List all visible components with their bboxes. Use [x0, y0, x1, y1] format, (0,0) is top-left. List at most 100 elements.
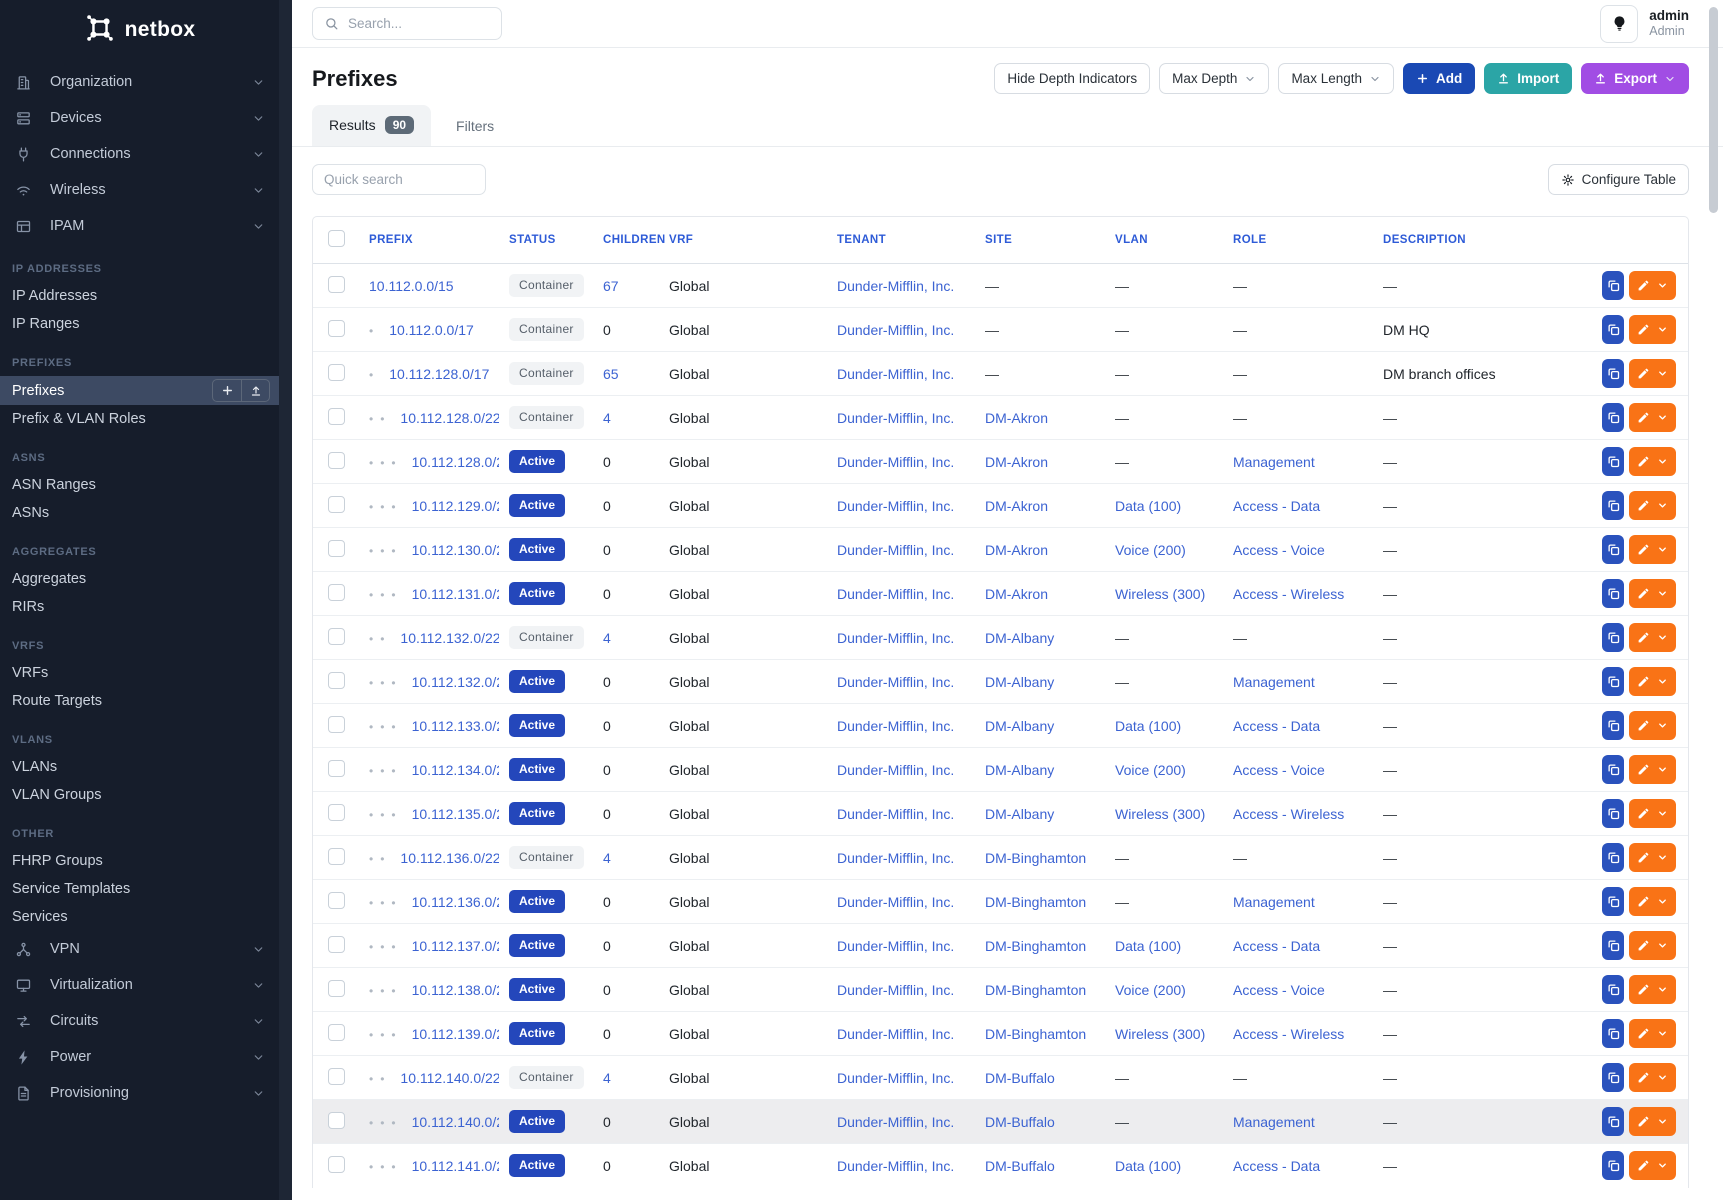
row-clone-button[interactable] — [1602, 271, 1624, 300]
row-clone-button[interactable] — [1602, 667, 1624, 696]
site-link[interactable]: DM-Binghamton — [985, 981, 1087, 998]
add-button[interactable]: Add — [1402, 63, 1476, 94]
site-link[interactable]: DM-Akron — [985, 585, 1049, 602]
prefix-link[interactable]: 10.112.138.0/24 — [411, 981, 499, 998]
row-edit-button[interactable] — [1629, 711, 1676, 740]
col-header-site[interactable]: SITE — [975, 217, 1105, 264]
site-link[interactable]: DM-Buffalo — [985, 1069, 1055, 1086]
configure-table-button[interactable]: Configure Table — [1547, 164, 1689, 195]
sidebar-menu-circuits[interactable]: Circuits — [0, 1003, 279, 1039]
row-checkbox[interactable] — [328, 627, 345, 645]
row-checkbox[interactable] — [328, 407, 345, 425]
tenant-link[interactable]: Dunder-Mifflin, Inc. — [837, 277, 955, 294]
row-checkbox[interactable] — [328, 1111, 345, 1129]
row-edit-button[interactable] — [1629, 799, 1676, 828]
col-header-vrf[interactable]: VRF — [659, 217, 827, 264]
quick-search-input[interactable] — [312, 164, 486, 195]
netbox-logo[interactable]: netbox — [0, 4, 279, 56]
row-clone-button[interactable] — [1602, 887, 1624, 916]
sidebar-quick-add-button[interactable] — [213, 380, 241, 401]
site-link[interactable]: DM-Akron — [985, 409, 1049, 426]
prefix-link[interactable]: 10.112.128.0/17 — [389, 365, 490, 382]
row-clone-button[interactable] — [1602, 931, 1624, 960]
row-edit-button[interactable] — [1629, 315, 1676, 344]
row-edit-button[interactable] — [1629, 887, 1676, 916]
row-edit-button[interactable] — [1629, 975, 1676, 1004]
children-count-link[interactable]: 4 — [603, 1069, 611, 1086]
children-count-link[interactable]: 67 — [603, 277, 619, 294]
prefix-link[interactable]: 10.112.133.0/24 — [411, 717, 499, 734]
site-link[interactable]: DM-Binghamton — [985, 849, 1087, 866]
row-checkbox[interactable] — [328, 979, 345, 997]
children-count-link[interactable]: 4 — [603, 629, 611, 646]
row-edit-button[interactable] — [1629, 1107, 1676, 1136]
tenant-link[interactable]: Dunder-Mifflin, Inc. — [837, 1113, 955, 1130]
role-link[interactable]: Access - Data — [1233, 497, 1321, 514]
row-checkbox[interactable] — [328, 803, 345, 821]
sidebar-menu-power[interactable]: Power — [0, 1039, 279, 1075]
row-checkbox[interactable] — [328, 319, 345, 337]
tenant-link[interactable]: Dunder-Mifflin, Inc. — [837, 1069, 955, 1086]
row-clone-button[interactable] — [1602, 711, 1624, 740]
sidebar-menu-organization[interactable]: Organization — [0, 64, 279, 100]
row-checkbox[interactable] — [328, 583, 345, 601]
tenant-link[interactable]: Dunder-Mifflin, Inc. — [837, 629, 955, 646]
role-link[interactable]: Access - Data — [1233, 1157, 1321, 1174]
row-checkbox[interactable] — [328, 1067, 345, 1085]
vertical-scrollbar[interactable] — [1709, 7, 1718, 213]
row-clone-button[interactable] — [1602, 1151, 1624, 1181]
row-edit-button[interactable] — [1629, 1151, 1676, 1181]
tab-filters[interactable]: Filters — [456, 118, 495, 134]
vlan-link[interactable]: Voice (200) — [1115, 981, 1186, 998]
role-link[interactable]: Access - Voice — [1233, 981, 1325, 998]
site-link[interactable]: DM-Akron — [985, 497, 1049, 514]
site-link[interactable]: DM-Albany — [985, 629, 1055, 646]
col-header-children[interactable]: CHILDREN — [593, 217, 665, 264]
col-header-tenant[interactable]: TENANT — [827, 217, 975, 264]
tenant-link[interactable]: Dunder-Mifflin, Inc. — [837, 409, 955, 426]
role-link[interactable]: Management — [1233, 893, 1315, 910]
prefix-link[interactable]: 10.112.0.0/17 — [389, 321, 474, 338]
col-header-vlan[interactable]: VLAN — [1105, 217, 1223, 264]
tenant-link[interactable]: Dunder-Mifflin, Inc. — [837, 541, 955, 558]
prefix-link[interactable]: 10.112.132.0/28 — [411, 673, 499, 690]
sidebar-item-service-templates[interactable]: Service Templates — [0, 875, 279, 903]
row-edit-button[interactable] — [1629, 755, 1676, 784]
sidebar-item-vrfs[interactable]: VRFs — [0, 659, 279, 687]
tenant-link[interactable]: Dunder-Mifflin, Inc. — [837, 893, 955, 910]
site-link[interactable]: DM-Akron — [985, 453, 1049, 470]
sidebar-item-asn-ranges[interactable]: ASN Ranges — [0, 471, 279, 499]
vlan-link[interactable]: Wireless (300) — [1115, 805, 1206, 822]
tab-results[interactable]: Results 90 — [312, 105, 432, 146]
role-link[interactable]: Access - Data — [1233, 937, 1321, 954]
row-clone-button[interactable] — [1602, 975, 1624, 1004]
vlan-link[interactable]: Voice (200) — [1115, 761, 1186, 778]
row-checkbox[interactable] — [328, 715, 345, 733]
sidebar-item-prefixes[interactable]: Prefixes — [0, 376, 279, 405]
row-edit-button[interactable] — [1629, 491, 1676, 520]
vlan-link[interactable]: Wireless (300) — [1115, 1025, 1206, 1042]
prefix-link[interactable]: 10.112.140.0/22 — [400, 1069, 499, 1086]
max-length-dropdown[interactable]: Max Length — [1278, 63, 1394, 94]
site-link[interactable]: DM-Buffalo — [985, 1113, 1055, 1130]
global-search[interactable] — [312, 7, 502, 40]
prefix-link[interactable]: 10.112.140.0/28 — [411, 1113, 499, 1130]
row-edit-button[interactable] — [1629, 623, 1676, 652]
prefix-link[interactable]: 10.112.139.0/24 — [411, 1025, 499, 1042]
prefix-link[interactable]: 10.112.130.0/24 — [411, 541, 499, 558]
row-edit-button[interactable] — [1629, 1019, 1676, 1048]
row-clone-button[interactable] — [1602, 491, 1624, 520]
prefix-link[interactable]: 10.112.129.0/24 — [411, 497, 499, 514]
role-link[interactable]: Access - Data — [1233, 717, 1321, 734]
row-clone-button[interactable] — [1602, 403, 1624, 432]
sidebar-item-vlan-groups[interactable]: VLAN Groups — [0, 781, 279, 809]
row-checkbox[interactable] — [328, 275, 345, 293]
vlan-link[interactable]: Data (100) — [1115, 937, 1182, 954]
site-link[interactable]: DM-Binghamton — [985, 893, 1087, 910]
prefix-link[interactable]: 10.112.128.0/22 — [400, 409, 499, 426]
tenant-link[interactable]: Dunder-Mifflin, Inc. — [837, 761, 955, 778]
vlan-link[interactable]: Voice (200) — [1115, 541, 1186, 558]
row-clone-button[interactable] — [1602, 535, 1624, 564]
col-header-status[interactable]: STATUS — [499, 217, 593, 264]
row-checkbox[interactable] — [328, 847, 345, 865]
